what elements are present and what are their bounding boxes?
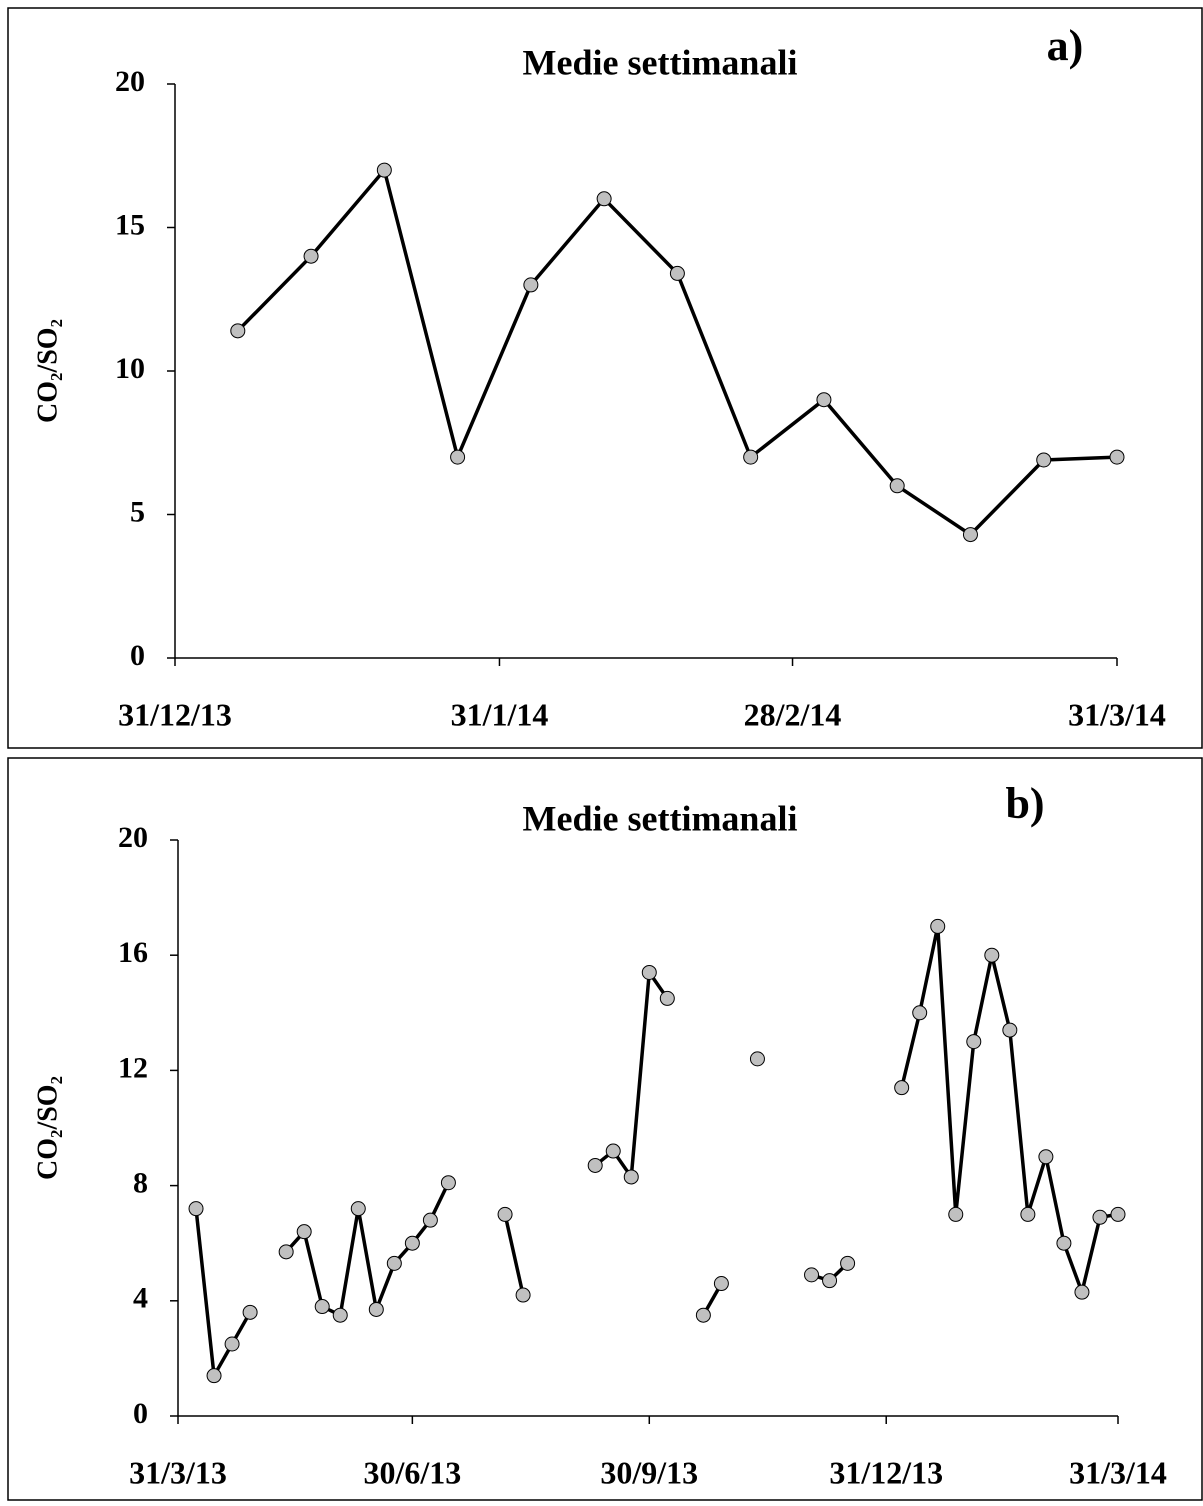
x-tick-label: 31/12/13 <box>829 1454 943 1490</box>
y-tick-label: 10 <box>115 352 145 385</box>
data-point <box>984 947 1000 963</box>
y-tick-label: 5 <box>130 495 145 528</box>
panel-frame <box>7 7 1203 749</box>
data-point <box>587 1157 603 1173</box>
data-line <box>194 1208 252 1382</box>
data-line <box>284 1181 450 1318</box>
y-tick-label: 15 <box>115 208 145 241</box>
data-point <box>386 1255 402 1271</box>
data-point <box>894 1080 910 1096</box>
data-point <box>296 1224 312 1240</box>
data-point <box>242 1304 258 1320</box>
data-point <box>889 478 905 494</box>
x-tick-label: 31/1/14 <box>451 696 549 732</box>
data-point <box>822 1273 838 1289</box>
x-tick-label: 30/6/13 <box>363 1454 461 1490</box>
y-tick-label: 8 <box>133 1166 148 1199</box>
data-point <box>314 1299 330 1315</box>
x-tick-label: 30/9/13 <box>600 1454 698 1490</box>
data-point <box>966 1034 982 1050</box>
x-tick-label: 31/3/13 <box>129 1454 227 1490</box>
y-axis-label: CO₂/SO₂ <box>32 319 63 423</box>
data-point <box>840 1255 856 1271</box>
data-point <box>743 449 759 465</box>
data-point <box>596 191 612 207</box>
data-point <box>497 1206 513 1222</box>
y-tick-label: 12 <box>118 1051 148 1084</box>
data-point <box>523 277 539 293</box>
panel-frame <box>7 757 1203 1501</box>
data-line <box>236 166 1118 537</box>
data-point <box>1056 1235 1072 1251</box>
data-point <box>641 964 657 980</box>
data-point <box>605 1143 621 1159</box>
data-point <box>930 918 946 934</box>
data-point <box>1038 1149 1054 1165</box>
data-point <box>804 1267 820 1283</box>
x-tick-label: 28/2/14 <box>744 696 842 732</box>
data-line <box>503 1214 525 1296</box>
data-point <box>332 1307 348 1323</box>
data-point <box>912 1005 928 1021</box>
data-point <box>188 1201 204 1217</box>
x-tick-label: 31/3/14 <box>1068 696 1166 732</box>
y-tick-label: 0 <box>133 1397 148 1430</box>
y-tick-label: 16 <box>118 936 148 969</box>
chart-title: Medie settimanali <box>523 42 798 82</box>
y-tick-label: 20 <box>115 65 145 98</box>
data-point <box>230 323 246 339</box>
data-point <box>695 1307 711 1323</box>
data-point <box>422 1212 438 1228</box>
y-axis-label: CO₂/SO₂ <box>32 1076 63 1180</box>
chart-title: Medie settimanali <box>523 798 798 838</box>
data-point <box>278 1244 294 1260</box>
y-tick-label: 20 <box>118 821 148 854</box>
data-point <box>515 1287 531 1303</box>
data-point <box>368 1301 384 1317</box>
data-point <box>206 1368 222 1384</box>
data-point <box>1020 1206 1036 1222</box>
data-point <box>376 162 392 178</box>
data-point <box>440 1175 456 1191</box>
data-line <box>899 926 1119 1299</box>
data-point <box>1074 1284 1090 1300</box>
data-point <box>450 449 466 465</box>
data-point <box>948 1206 964 1222</box>
panel-label: b) <box>1005 779 1044 828</box>
data-point <box>713 1276 729 1292</box>
data-point <box>816 392 832 408</box>
data-point <box>1002 1022 1018 1038</box>
data-line <box>594 967 669 1182</box>
data-point <box>669 265 685 281</box>
x-tick-label: 31/3/14 <box>1069 1454 1167 1490</box>
data-point <box>659 990 675 1006</box>
x-tick-label: 31/12/13 <box>118 696 232 732</box>
data-point <box>1109 449 1125 465</box>
data-point <box>623 1169 639 1185</box>
data-point <box>404 1235 420 1251</box>
data-point <box>303 248 319 264</box>
data-point <box>962 527 978 543</box>
y-tick-label: 4 <box>133 1282 148 1315</box>
data-point <box>350 1201 366 1217</box>
data-point <box>749 1051 765 1067</box>
data-point <box>1036 452 1052 468</box>
data-point <box>1110 1206 1126 1222</box>
data-point <box>1092 1209 1108 1225</box>
panel-label: a) <box>1047 21 1084 70</box>
data-point <box>224 1336 240 1352</box>
y-tick-label: 0 <box>130 639 145 672</box>
